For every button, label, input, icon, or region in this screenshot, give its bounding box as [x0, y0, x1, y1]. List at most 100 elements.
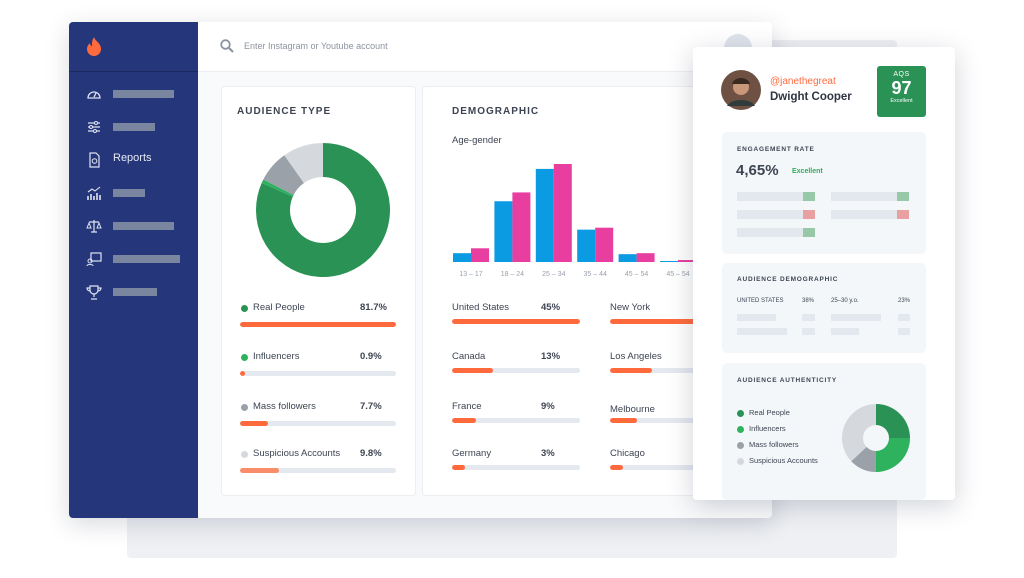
- bar-female: [636, 253, 655, 262]
- engagement-marker-good: [897, 192, 909, 201]
- audience-type-label: Suspicious Accounts: [253, 448, 341, 459]
- sidebar-item-label-placeholder: [113, 255, 180, 263]
- audience-type-value: 9.8%: [360, 448, 382, 459]
- city-progress: [610, 418, 700, 423]
- progress-fill: [452, 465, 465, 470]
- audience-type-value: 7.7%: [360, 401, 382, 412]
- audience-demographic-section: AUDIENCE DEMOGRAPHIC UNITED STATES 38% 2…: [722, 263, 926, 353]
- sidebar-item-analytics[interactable]: [85, 183, 145, 203]
- authenticity-legend-label: Influencers: [749, 424, 786, 433]
- audience-demographic-title: AUDIENCE DEMOGRAPHIC: [737, 276, 839, 283]
- bar-male: [618, 254, 637, 262]
- sidebar-item-label-placeholder: [113, 123, 155, 131]
- sidebar-item-trophy[interactable]: [85, 282, 157, 302]
- engagement-marker-bad: [897, 210, 909, 219]
- country-progress: [452, 319, 580, 324]
- placeholder-bar: [898, 328, 910, 335]
- country-value: 45%: [541, 302, 561, 313]
- engagement-rate-section: ENGAGEMENT RATE 4,65% Excellent: [722, 132, 926, 254]
- profile-avatar[interactable]: [721, 70, 761, 110]
- sidebar-item-scale[interactable]: [85, 216, 174, 236]
- audience-type-title: AUDIENCE TYPE: [237, 106, 332, 117]
- progress-fill: [240, 371, 245, 376]
- engagement-marker-bad: [803, 210, 815, 219]
- country-value: 13%: [541, 351, 561, 362]
- city-progress: [610, 465, 700, 470]
- bar-male: [453, 253, 471, 262]
- country-label: France: [452, 401, 482, 412]
- sidebar-item-dashboard[interactable]: [85, 84, 174, 104]
- legend-dot: [737, 458, 744, 465]
- engagement-metric-bar: [737, 228, 803, 237]
- city-label: Melbourne: [610, 404, 655, 415]
- aqs-label: AQS: [893, 71, 910, 78]
- authenticity-donut: [842, 404, 910, 472]
- audience-type-progress: [240, 371, 396, 376]
- aqs-badge: AQS 97 Excellent: [877, 66, 926, 117]
- legend-dot: [241, 305, 248, 312]
- demographic-title: DEMOGRAPHIC: [452, 106, 540, 117]
- progress-fill: [452, 368, 493, 373]
- report-icon: [89, 152, 100, 168]
- engagement-title: ENGAGEMENT RATE: [737, 146, 815, 153]
- placeholder-bar: [737, 314, 776, 321]
- audience-type-value: 0.9%: [360, 351, 382, 362]
- progress-fill: [452, 418, 477, 423]
- top-country: UNITED STATES: [737, 298, 784, 304]
- country-value: 3%: [541, 448, 555, 459]
- sidebar-item-reports[interactable]: Reports: [85, 150, 152, 170]
- influencer-report-panel: @janethegreat Dwight Cooper AQS 97 Excel…: [693, 47, 955, 500]
- flame-logo-icon: [87, 37, 101, 56]
- search-input[interactable]: Enter Instagram or Youtube account: [244, 41, 388, 51]
- sidebar: Reports: [69, 22, 198, 518]
- top-country-pct: 38%: [802, 298, 815, 304]
- x-tick-label: 25 – 34: [542, 271, 565, 278]
- audience-type-progress: [240, 421, 396, 426]
- engagement-rating: Excellent: [792, 168, 823, 175]
- country-progress: [452, 418, 580, 423]
- legend-dot: [241, 404, 248, 411]
- age-gender-chart: 13 – 17 18 – 24 25 – 34 35 – 44 45 – 54 45 – …: [453, 164, 696, 278]
- top-age-pct: 23%: [898, 298, 911, 304]
- progress-fill: [610, 319, 700, 324]
- bar-male: [577, 229, 596, 262]
- country-value: 9%: [541, 401, 555, 412]
- placeholder-bar: [802, 314, 815, 321]
- profile-handle[interactable]: @janethegreat: [770, 76, 836, 87]
- engagement-metric-bar: [737, 210, 803, 219]
- aqs-rating: Excellent: [890, 98, 913, 104]
- placeholder-bar: [831, 328, 859, 335]
- progress-fill: [240, 322, 396, 327]
- authenticity-legend-label: Real People: [749, 408, 790, 417]
- engagement-metric-bar: [831, 192, 897, 201]
- country-label: Canada: [452, 351, 486, 362]
- sidebar-item-presentation[interactable]: [85, 249, 180, 269]
- progress-fill: [610, 418, 637, 423]
- dashboard-window: Reports Enter Instagram or Youtube accou…: [69, 22, 772, 518]
- country-progress: [452, 465, 580, 470]
- city-label: Los Angeles: [610, 351, 662, 362]
- x-tick-label: 45 – 54: [666, 271, 689, 278]
- progress-fill: [610, 368, 653, 373]
- audience-type-label: Real People: [253, 302, 305, 313]
- placeholder-bar: [802, 328, 815, 335]
- sliders-icon: [88, 121, 100, 133]
- x-tick-label: 35 – 44: [584, 271, 607, 278]
- audience-type-donut: [256, 143, 391, 277]
- sidebar-item-sliders[interactable]: [85, 117, 155, 137]
- engagement-metric-bar: [831, 210, 897, 219]
- city-label: New York: [610, 302, 651, 313]
- engagement-metric-bar: [737, 192, 803, 201]
- bar-female: [512, 192, 531, 262]
- age-gender-label: Age-gender: [452, 135, 502, 146]
- audience-type-value: 81.7%: [360, 302, 387, 313]
- search-bar[interactable]: Enter Instagram or Youtube account: [198, 22, 772, 72]
- trophy-icon: [86, 285, 102, 300]
- donut-slice-mass-followers: [851, 446, 876, 472]
- bar-male: [535, 168, 554, 262]
- bar-male: [494, 201, 513, 262]
- analytics-icon: [87, 186, 101, 200]
- progress-fill: [610, 465, 623, 470]
- donut-slice-mass-followers: [263, 155, 304, 195]
- profile-name: Dwight Cooper: [770, 91, 852, 103]
